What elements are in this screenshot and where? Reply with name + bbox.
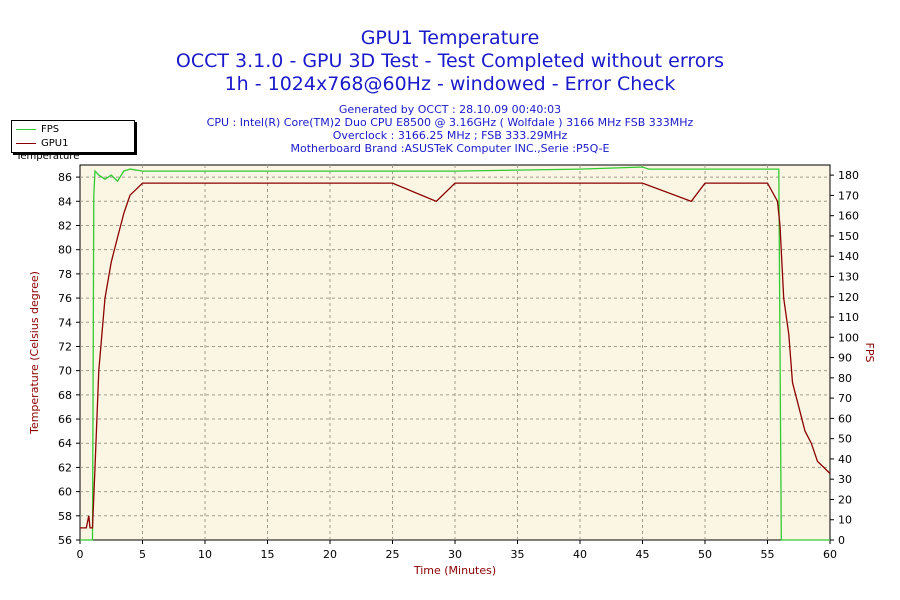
x-tick-label: 60 — [823, 548, 837, 561]
y-right-tick-label: 40 — [838, 453, 852, 466]
y-left-tick-label: 76 — [58, 292, 72, 305]
y-left-tick-label: 82 — [58, 219, 72, 232]
legend-item-temperature: GPU1 Temperature — [16, 137, 134, 162]
y-right-tick-label: 70 — [838, 392, 852, 405]
y-left-tick-label: 58 — [58, 510, 72, 523]
x-tick-label: 10 — [198, 548, 212, 561]
x-tick-label: 0 — [77, 548, 84, 561]
y-left-tick-label: 70 — [58, 365, 72, 378]
y-right-axis-title: FPS — [863, 343, 876, 363]
y-right-tick-label: 20 — [838, 493, 852, 506]
x-tick-label: 40 — [573, 548, 587, 561]
y-right-tick-label: 120 — [838, 291, 859, 304]
y-right-tick-label: 0 — [838, 534, 845, 547]
y-right-tick-label: 130 — [838, 270, 859, 283]
legend-swatch-temperature — [16, 142, 36, 144]
x-tick-label: 55 — [761, 548, 775, 561]
x-tick-label: 25 — [386, 548, 400, 561]
info-overclock: Overclock : 3166.25 MHz ; FSB 333.29MHz — [332, 129, 568, 142]
y-left-tick-label: 84 — [58, 195, 72, 208]
y-left-tick-label: 80 — [58, 244, 72, 257]
y-left-tick-label: 66 — [58, 413, 72, 426]
x-tick-label: 15 — [261, 548, 275, 561]
y-right-tick-label: 60 — [838, 412, 852, 425]
y-left-tick-label: 72 — [58, 340, 72, 353]
y-left-tick-label: 56 — [58, 534, 72, 547]
y-left-tick-label: 68 — [58, 389, 72, 402]
y-left-tick-label: 86 — [58, 171, 72, 184]
chart-subtitle-config: 1h - 1024x768@60Hz - windowed - Error Ch… — [224, 73, 676, 95]
y-right-tick-label: 50 — [838, 433, 852, 446]
chart-legend: FPS GPU1 Temperature — [11, 120, 135, 162]
x-tick-label: 5 — [139, 548, 146, 561]
y-left-tick-label: 60 — [58, 486, 72, 499]
chart-title: GPU1 Temperature — [360, 27, 540, 49]
x-tick-label: 35 — [511, 548, 525, 561]
y-right-tick-label: 90 — [838, 352, 852, 365]
x-tick-label: 45 — [636, 548, 650, 561]
legend-item-fps: FPS — [16, 123, 59, 136]
series-line-fps — [80, 166, 830, 541]
x-axis-title: Time (Minutes) — [413, 564, 496, 577]
chart-subtitle-test: OCCT 3.1.0 - GPU 3D Test - Test Complete… — [175, 50, 725, 72]
y-left-tick-label: 62 — [58, 461, 72, 474]
legend-label-temperature: GPU1 Temperature — [16, 138, 80, 162]
y-right-tick-label: 180 — [838, 169, 859, 182]
y-right-tick-label: 170 — [838, 189, 859, 202]
y-right-tick-label: 160 — [838, 210, 859, 223]
x-tick-label: 30 — [448, 548, 462, 561]
legend-swatch-fps — [16, 128, 36, 130]
y-left-axis-title: Temperature (Celsius degree) — [28, 271, 41, 435]
y-right-tick-label: 10 — [838, 514, 852, 527]
info-cpu: CPU : Intel(R) Core(TM)2 Duo CPU E8500 @… — [206, 116, 694, 129]
y-right-tick-label: 110 — [838, 311, 859, 324]
legend-label-fps: FPS — [41, 124, 60, 135]
info-generated: Generated by OCCT : 28.10.09 00:40:03 — [338, 103, 562, 116]
y-right-tick-label: 30 — [838, 473, 852, 486]
y-right-tick-label: 150 — [838, 230, 859, 243]
y-right-tick-label: 80 — [838, 372, 852, 385]
info-motherboard: Motherboard Brand :ASUSTeK Computer INC.… — [290, 142, 610, 155]
y-left-tick-label: 74 — [58, 316, 72, 329]
y-left-tick-label: 64 — [58, 437, 72, 450]
y-right-tick-label: 100 — [838, 331, 859, 344]
x-tick-label: 20 — [323, 548, 337, 561]
y-left-tick-label: 78 — [58, 268, 72, 281]
series-line-temperature — [80, 182, 831, 529]
y-right-tick-label: 140 — [838, 250, 859, 263]
x-tick-label: 50 — [698, 548, 712, 561]
